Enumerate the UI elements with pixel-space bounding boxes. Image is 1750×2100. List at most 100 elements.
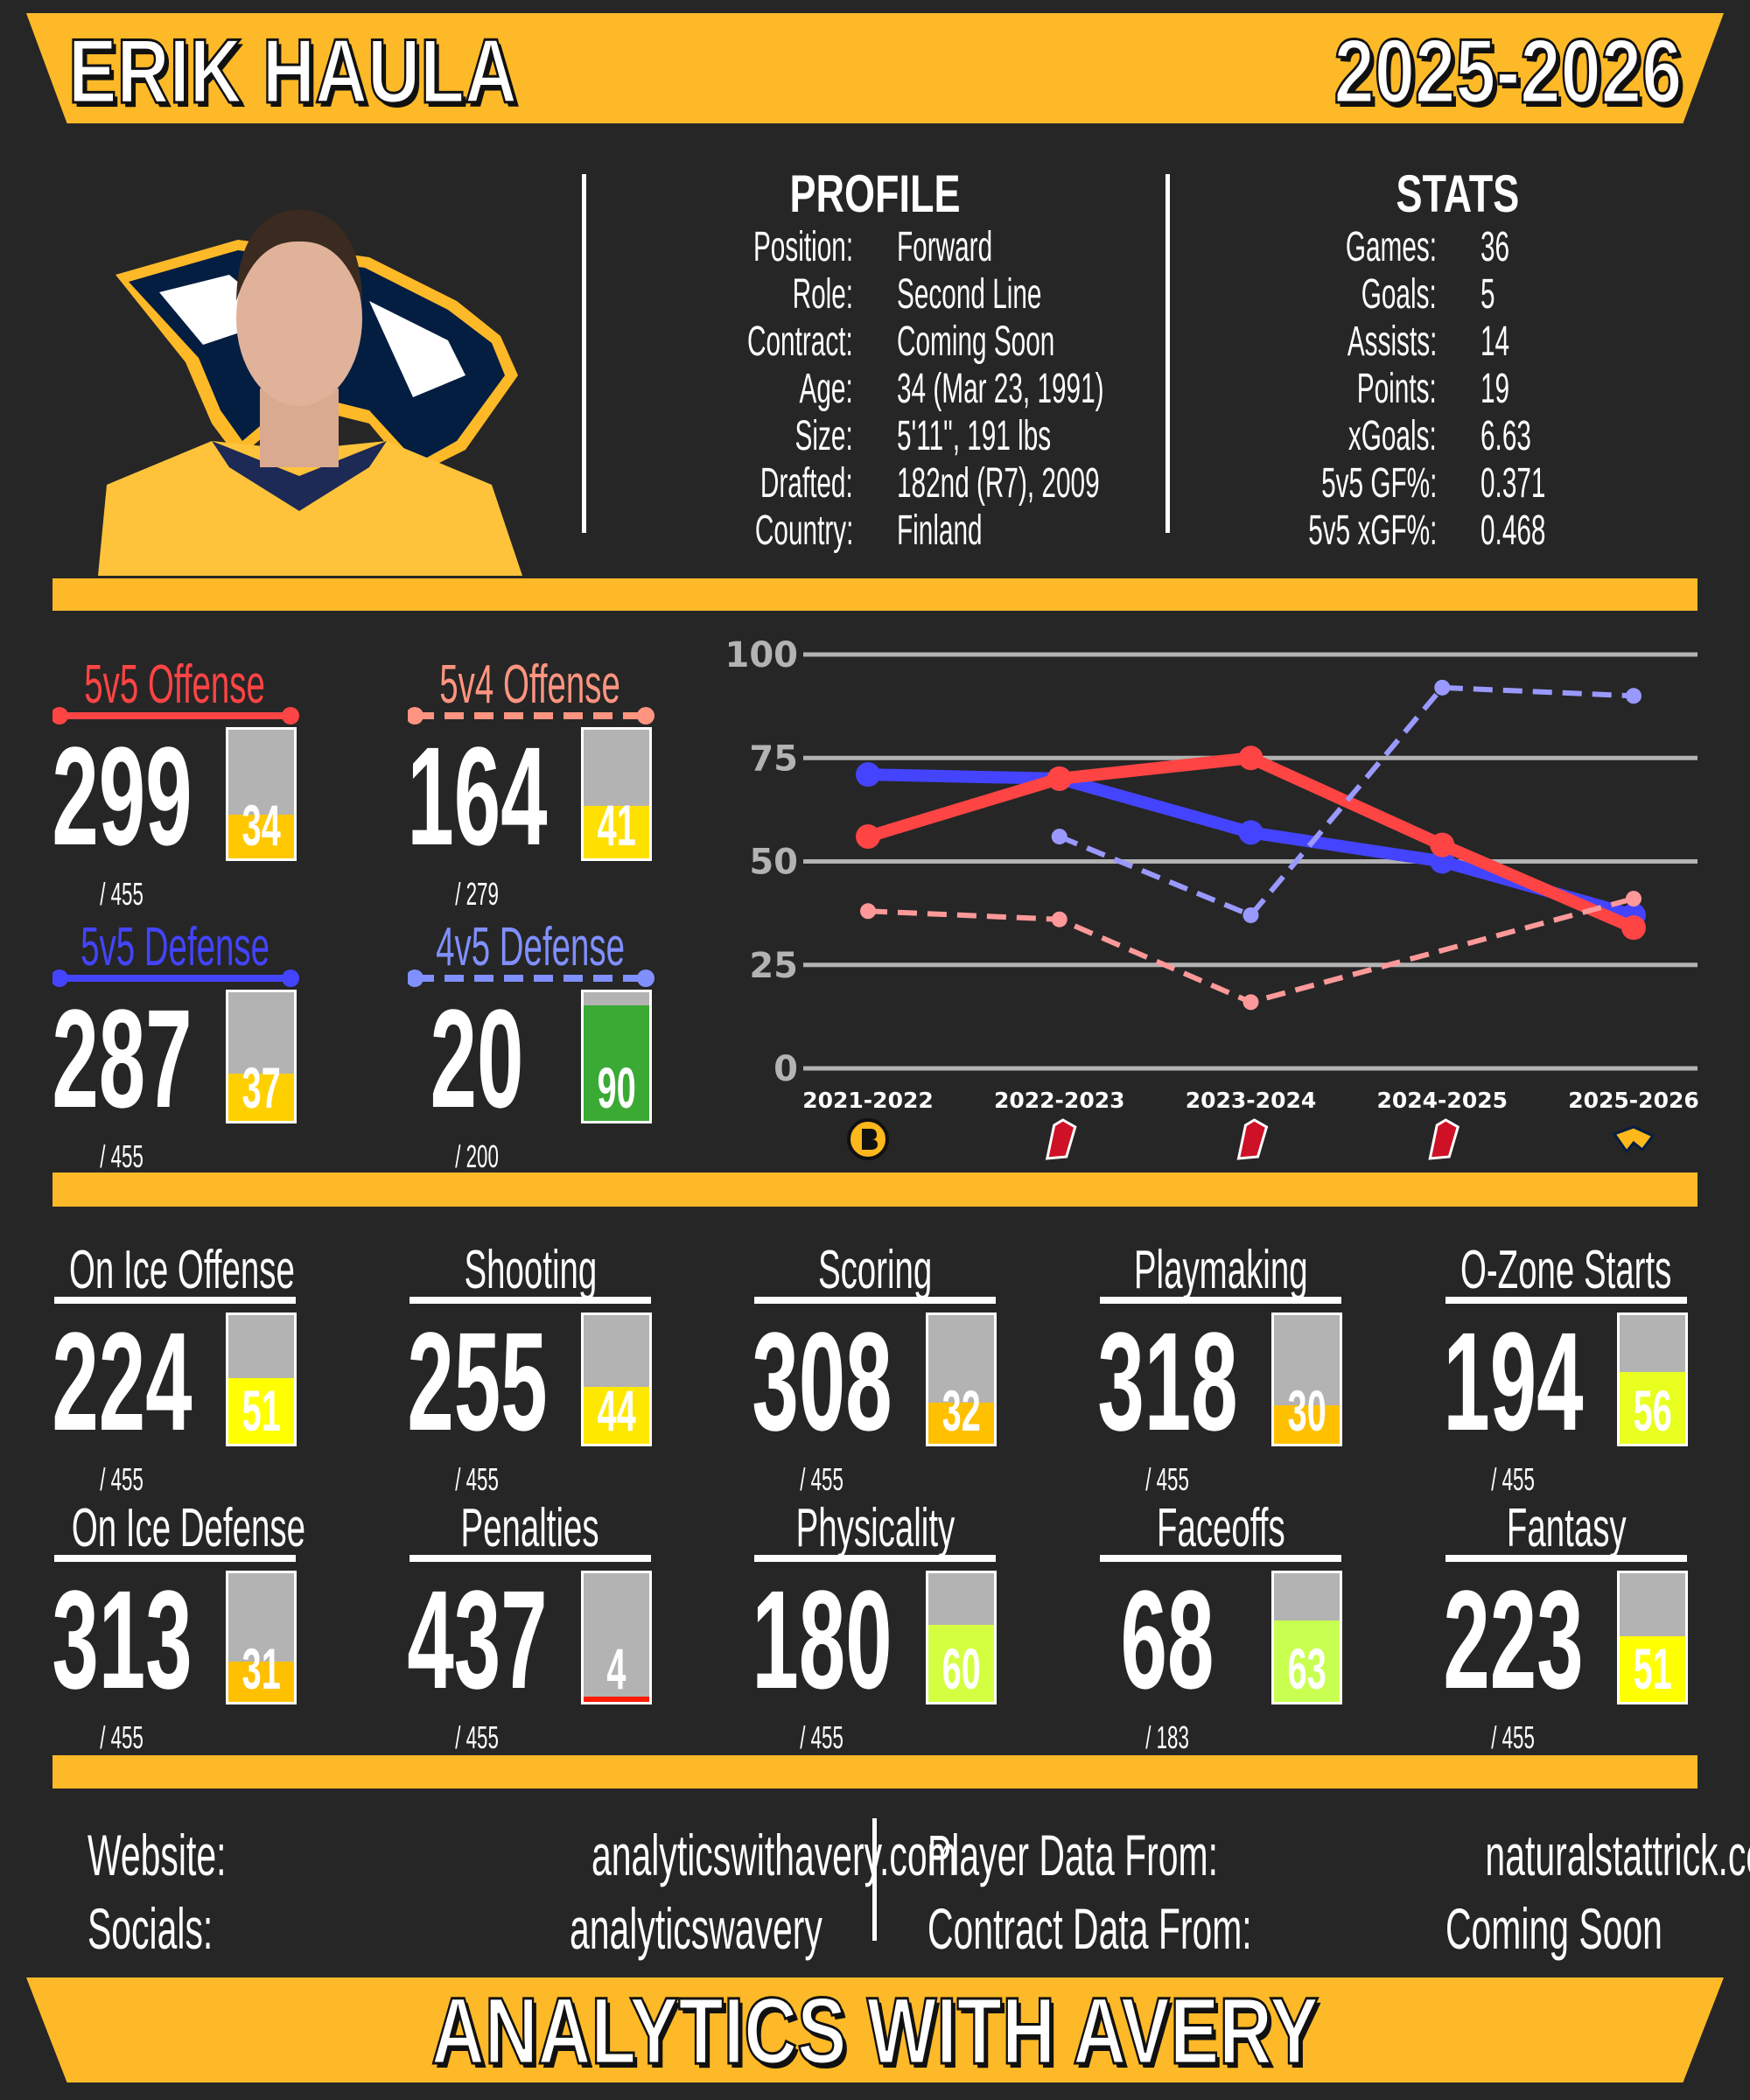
- percentile-value: 60: [942, 1636, 981, 1701]
- profile-heading: PROFILE: [789, 164, 961, 223]
- percentile-bar: 34: [226, 727, 297, 861]
- new-jersey-devils-logo-icon: [1428, 1118, 1460, 1160]
- percentile-bar: 4: [581, 1571, 652, 1704]
- contract-data-label: Contract Data From:: [928, 1896, 1252, 1961]
- rank-total: / 455: [800, 1461, 844, 1497]
- stats-value: 0.468: [1480, 508, 1546, 554]
- socials-label: Socials:: [88, 1896, 214, 1961]
- profile-value: Second Line: [897, 271, 1042, 318]
- section-divider: [52, 1755, 1698, 1788]
- card-title: Scoring: [817, 1240, 933, 1300]
- rank-value: 180: [751, 1561, 892, 1718]
- rank-total: / 455: [100, 876, 144, 912]
- card-title: 4v5 Defense: [436, 917, 625, 977]
- contract-data-source: Coming Soon: [1446, 1896, 1662, 1961]
- percentile-value: 90: [597, 1055, 636, 1120]
- rank-value: 68: [1120, 1561, 1214, 1718]
- stats-label: Assists:: [1347, 318, 1437, 365]
- percentile-fill: [228, 1662, 294, 1702]
- stats-label: xGoals:: [1348, 413, 1437, 459]
- player-photo: [98, 209, 522, 576]
- rank-total: / 455: [100, 1719, 144, 1755]
- percentile-bar: 56: [1617, 1312, 1688, 1446]
- rank-value: 437: [406, 1561, 548, 1718]
- card-title: Penalties: [460, 1498, 600, 1558]
- card-underline: [1100, 1297, 1341, 1304]
- rank-total: / 200: [455, 1138, 499, 1174]
- website-label: Website:: [88, 1823, 227, 1887]
- card-underline: [54, 1555, 296, 1562]
- legend-line: [52, 707, 299, 724]
- card-title: Fantasy: [1506, 1498, 1627, 1558]
- rank-value: 255: [406, 1303, 548, 1460]
- data-point: [1430, 832, 1455, 858]
- stats-label: 5v5 GF%:: [1320, 460, 1437, 507]
- x-tick-label: 2025-2026: [1568, 1088, 1699, 1113]
- percentile-value: 51: [242, 1378, 281, 1443]
- rank-total: / 279: [455, 876, 499, 912]
- stats-value: 5: [1480, 271, 1495, 318]
- card-title: O-Zone Starts: [1460, 1240, 1672, 1300]
- legend-line: [408, 707, 654, 724]
- percentile-value: 37: [242, 1055, 281, 1120]
- divider: [872, 1818, 877, 1941]
- rank-total: / 455: [100, 1461, 144, 1497]
- percentile-fill: [1620, 1636, 1685, 1702]
- series-line: [1058, 684, 1634, 919]
- y-tick-label: 25: [749, 946, 798, 986]
- card-underline: [54, 1297, 296, 1304]
- card-title: 5v5 Offense: [84, 654, 266, 715]
- legend-line: [408, 970, 654, 987]
- socials-handle[interactable]: analyticswavery: [570, 1896, 822, 1961]
- percentile-value: 56: [1633, 1378, 1672, 1443]
- card-underline: [1100, 1555, 1341, 1562]
- rank-total: / 455: [1145, 1461, 1189, 1497]
- player-data-label: Player Data From:: [928, 1823, 1219, 1887]
- new-jersey-devils-logo-icon: [1045, 1118, 1077, 1160]
- percentile-bar: 51: [1617, 1571, 1688, 1704]
- percentile-bar: 37: [226, 990, 297, 1124]
- data-point: [860, 903, 876, 920]
- percentile-fill: [228, 1073, 294, 1121]
- percentile-value: 34: [242, 793, 281, 858]
- card-title: On Ice Offense: [69, 1240, 295, 1300]
- stats-value: 36: [1480, 224, 1510, 270]
- divider: [1166, 174, 1170, 533]
- new-jersey-devils-logo-icon: [1236, 1118, 1269, 1160]
- percentile-bar: 31: [226, 1571, 297, 1704]
- card-title: Physicality: [795, 1498, 955, 1558]
- y-tick-label: 100: [725, 635, 799, 676]
- card-underline: [754, 1555, 996, 1562]
- percentile-bar: 90: [581, 990, 652, 1124]
- percentile-bar: 30: [1271, 1312, 1342, 1446]
- x-tick-label: 2021-2022: [802, 1088, 934, 1113]
- brand-title: ANALYTICS WITH AVERY: [430, 1977, 1320, 2085]
- profile-label: Role:: [792, 271, 853, 318]
- rank-value: 164: [406, 718, 548, 874]
- percentile-value: 41: [597, 793, 636, 858]
- rank-value: 194: [1442, 1303, 1584, 1460]
- profile-value: 5'11", 191 lbs: [897, 413, 1052, 459]
- rank-value: 308: [751, 1303, 892, 1460]
- data-point: [1242, 906, 1259, 923]
- player-name: ERIK HAULA: [67, 20, 518, 124]
- stats-value: 19: [1480, 366, 1510, 412]
- rank-value: 287: [51, 980, 192, 1137]
- profile-value: Forward: [897, 224, 993, 270]
- rank-total: / 455: [1491, 1719, 1535, 1755]
- data-point: [1051, 829, 1068, 845]
- rank-total: / 455: [800, 1719, 844, 1755]
- card-title: Shooting: [464, 1240, 597, 1300]
- card-underline: [1446, 1297, 1687, 1304]
- percentile-bar: 60: [926, 1571, 997, 1704]
- data-point: [1238, 820, 1264, 845]
- section-divider: [52, 1172, 1698, 1207]
- profile-value: 182nd (R7), 2009: [897, 460, 1100, 507]
- website-link[interactable]: analyticswithavery.com: [591, 1823, 957, 1887]
- rank-value: 20: [430, 980, 524, 1137]
- data-point: [856, 762, 880, 788]
- stats-label: Goals:: [1361, 271, 1437, 318]
- player-data-source[interactable]: naturalstattrick.com: [1485, 1823, 1750, 1887]
- stats-label: 5v5 xGF%:: [1307, 508, 1437, 554]
- percentile-value: 31: [242, 1636, 281, 1701]
